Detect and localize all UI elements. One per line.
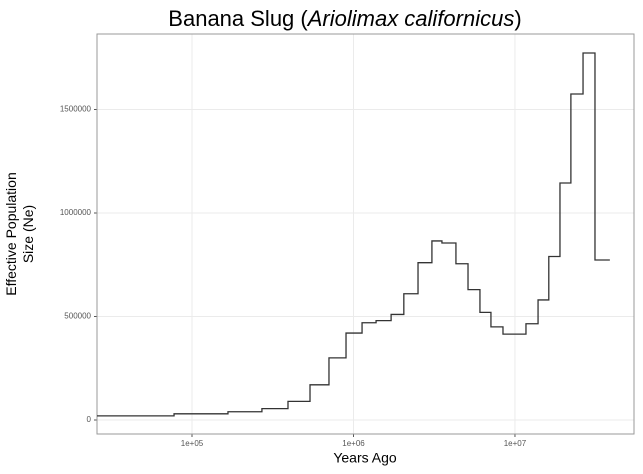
title-part: ) [514,6,521,31]
x-tick-label: 1e+06 [342,439,365,448]
y-tick-label: 1500000 [60,105,92,114]
x-axis-label: Years Ago [333,450,397,466]
x-tick-label: 1e+05 [181,439,204,448]
step-line [97,52,610,417]
plot-panel [96,33,635,435]
y-label-line: Effective Population [3,172,19,296]
title-species: Ariolimax californicus [306,6,515,31]
title-part: Banana Slug ( [168,6,308,31]
y-tick-label: 1000000 [60,208,92,217]
y-tick-label: 500000 [64,312,91,321]
x-tick-label: 1e+07 [504,439,527,448]
y-axis-label: Effective PopulationSize (Ne) [3,172,36,296]
y-tick-label: 0 [87,415,92,424]
y-label-line: Size (Ne) [20,205,36,263]
chart-title: Banana Slug (Ariolimax californicus) [168,6,521,31]
